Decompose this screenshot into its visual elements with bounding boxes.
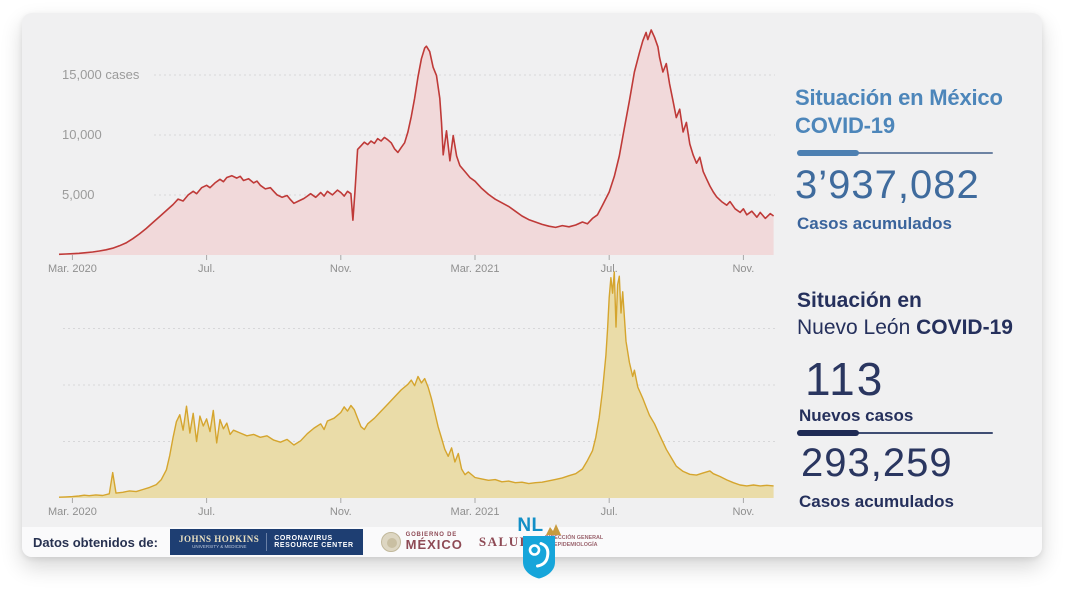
svg-text:Jul.: Jul. bbox=[198, 506, 215, 518]
divider-accent bbox=[797, 150, 859, 156]
data-sources-row: Datos obtenidos de: JOHNS HOPKINS UNIVER… bbox=[33, 529, 609, 555]
mexico-cumulative-label: Casos acumulados bbox=[797, 214, 952, 233]
salud-logo: SALUD bbox=[478, 534, 531, 549]
nl-title-bold: COVID-19 bbox=[916, 316, 1013, 339]
mexico-divider bbox=[797, 150, 993, 156]
nl-new-cases-label: Nuevos casos bbox=[799, 406, 914, 425]
mexico-cases-chart: 5,000 10,000 15,000 cases Mar. 2020 Jul. Nov.… bbox=[48, 15, 777, 283]
svg-text:Nov.: Nov. bbox=[330, 263, 352, 275]
svg-text:Mar. 2021: Mar. 2021 bbox=[451, 263, 500, 275]
nl-new-cases-value: 113 bbox=[805, 353, 885, 405]
svg-text:Jul.: Jul. bbox=[601, 506, 618, 518]
svg-text:Nov.: Nov. bbox=[732, 263, 754, 275]
jh-resource-center: CORONAVIRUS RESOURCE CENTER bbox=[274, 535, 353, 549]
svg-text:5,000: 5,000 bbox=[62, 187, 95, 202]
jh-name-line2: UNIVERSITY & MEDICINE bbox=[191, 544, 247, 550]
nl-logo-text: NL bbox=[517, 515, 544, 536]
jh-divider bbox=[266, 533, 268, 551]
nl-title-regular: Nuevo León bbox=[797, 316, 917, 339]
nuevo-leon-cases-chart: Mar. 2020 Jul. Nov. Mar. 2021 Jul. Nov. bbox=[48, 271, 777, 520]
nl-cumulative-cases: 293,259 bbox=[801, 441, 953, 485]
dir-line2: DE EPIDEMIOLOGÍA bbox=[544, 542, 598, 548]
svg-text:Jul.: Jul. bbox=[198, 263, 215, 275]
jh-center-line2: RESOURCE CENTER bbox=[274, 542, 354, 549]
mexico-section-title: Situación en México COVID-19 bbox=[795, 84, 1035, 140]
jh-center-line1: CORONAVIRUS bbox=[274, 535, 333, 542]
nl-title-line2: Nuevo León COVID-19 bbox=[797, 314, 1037, 341]
svg-text:Mar. 2020: Mar. 2020 bbox=[48, 506, 97, 518]
nl-wordmark: NL bbox=[517, 515, 561, 536]
nl-cumulative-label: Casos acumulados bbox=[799, 492, 954, 511]
gobierno-mexico-text: GOBIERNO DE MÉXICO bbox=[406, 532, 463, 552]
svg-text:Nov.: Nov. bbox=[732, 506, 754, 518]
divider-line bbox=[797, 152, 993, 154]
mexico-cumulative-cases: 3’937,082 bbox=[795, 163, 980, 207]
gob-line2: MÉXICO bbox=[405, 537, 463, 553]
jh-name-line1: JOHNS HOPKINS bbox=[178, 534, 260, 544]
johns-hopkins-name: JOHNS HOPKINS UNIVERSITY & MEDICINE bbox=[179, 534, 259, 550]
gob-line1: GOBIERNO DE bbox=[405, 532, 458, 539]
nuevo-leon-state-logo: NL bbox=[511, 515, 567, 579]
nl-shield-icon bbox=[523, 536, 555, 579]
svg-text:10,000: 10,000 bbox=[62, 127, 102, 142]
source-label: Datos obtenidos de: bbox=[33, 534, 158, 550]
mexico-title-line2: COVID-19 bbox=[795, 113, 895, 138]
svg-text:Nov.: Nov. bbox=[330, 506, 352, 518]
divider-accent bbox=[797, 430, 859, 436]
mountains-icon bbox=[545, 524, 561, 535]
eagle-seal-icon bbox=[380, 532, 401, 552]
mexico-title-line1: Situación en México bbox=[795, 85, 1003, 110]
dir-line1: DIRECCIÓN GENERAL bbox=[544, 535, 603, 541]
dashboard-card: 5,000 10,000 15,000 cases Mar. 2020 Jul. Nov.… bbox=[22, 13, 1042, 557]
johns-hopkins-logo: JOHNS HOPKINS UNIVERSITY & MEDICINE CORO… bbox=[169, 529, 363, 555]
svg-text:15,000 cases: 15,000 cases bbox=[62, 67, 140, 82]
svg-text:Jul.: Jul. bbox=[601, 263, 618, 275]
divider-line bbox=[797, 432, 993, 434]
svg-text:Mar. 2020: Mar. 2020 bbox=[48, 263, 97, 275]
nl-title-line1: Situación en bbox=[797, 289, 922, 312]
direccion-epidemiologia-logo: DIRECCIÓN GENERAL DE EPIDEMIOLOGÍA bbox=[545, 535, 610, 549]
nuevo-leon-divider bbox=[797, 430, 993, 436]
svg-text:Mar. 2021: Mar. 2021 bbox=[451, 506, 500, 518]
nuevo-leon-section-title: Situación en Nuevo León COVID-19 bbox=[797, 287, 1037, 341]
gobierno-mexico-logo: GOBIERNO DE MÉXICO bbox=[380, 532, 463, 552]
